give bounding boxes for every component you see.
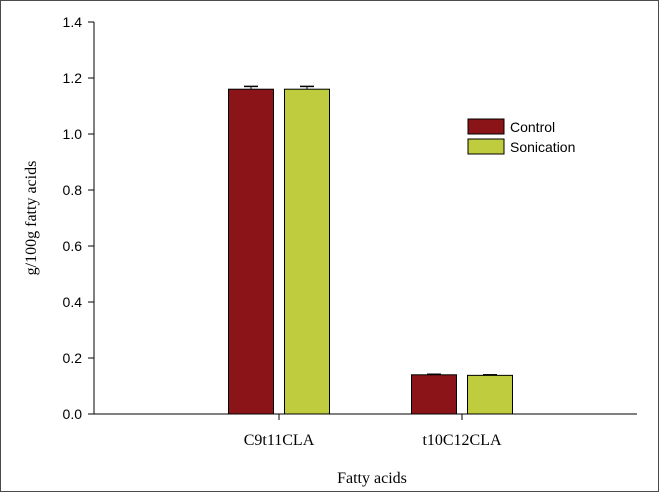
bar-sonication-t10c12cla <box>467 374 513 415</box>
y-axis-title: g/100g fatty acids <box>23 161 40 276</box>
bars <box>228 85 513 415</box>
x-axis-title: Fatty acids <box>337 470 407 487</box>
y-tick-label: 0.2 <box>63 350 83 366</box>
y-tick-label: 1.4 <box>63 14 83 30</box>
y-tick-label: 1.2 <box>63 70 83 86</box>
x-category-labels: C9t11CLA t10C12CLA <box>244 432 502 449</box>
legend-label-sonication: Sonication <box>510 139 575 155</box>
y-ticks: 0.0 0.2 0.4 0.6 0.8 1.0 1.2 1.4 <box>63 14 94 422</box>
y-tick-label: 0.8 <box>63 182 83 198</box>
legend-swatch-sonication <box>467 138 505 155</box>
axes <box>93 22 637 420</box>
y-tick-label: 0.0 <box>63 406 83 422</box>
bar-control-t10c12cla <box>411 374 457 415</box>
bar-control-c9t11cla <box>228 88 274 415</box>
x-category-label: t10C12CLA <box>422 432 502 449</box>
y-tick-label: 0.6 <box>63 238 83 254</box>
legend-label-control: Control <box>510 119 555 135</box>
y-tick-label: 0.4 <box>63 294 83 310</box>
y-tick-label: 1.0 <box>63 126 83 142</box>
legend: Control Sonication <box>467 118 575 155</box>
bar-sonication-c9t11cla <box>284 88 330 415</box>
legend-swatch-control <box>467 118 505 135</box>
x-category-label: C9t11CLA <box>244 432 315 449</box>
